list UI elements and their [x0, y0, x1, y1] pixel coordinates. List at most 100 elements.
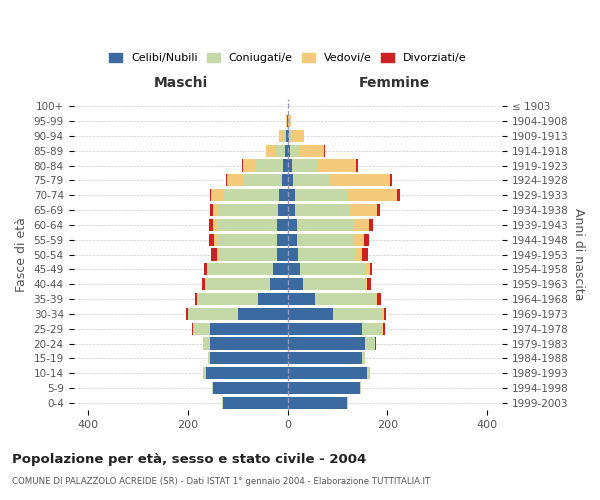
Bar — [287, 264, 300, 276]
Bar — [208, 352, 211, 364]
Bar — [302, 278, 365, 290]
Bar — [382, 322, 383, 335]
Bar — [354, 234, 364, 246]
Bar — [191, 322, 193, 335]
Bar — [370, 264, 373, 276]
Bar — [211, 338, 287, 349]
Bar — [287, 293, 315, 305]
Bar — [285, 144, 287, 156]
Bar — [315, 293, 375, 305]
Bar — [369, 219, 373, 231]
Bar — [362, 322, 382, 335]
Bar — [287, 219, 296, 231]
Bar — [300, 264, 365, 276]
Bar — [279, 189, 287, 202]
Bar — [208, 264, 273, 276]
Bar — [289, 130, 291, 142]
Bar — [242, 160, 243, 172]
Y-axis label: Fasce di età: Fasce di età — [15, 217, 28, 292]
Bar — [226, 174, 227, 186]
Bar — [295, 204, 350, 216]
Bar — [287, 397, 347, 409]
Text: COMUNE DI PALAZZOLO ACREIDE (SR) - Dati ISTAT 1° gennaio 2004 - Elaborazione TUT: COMUNE DI PALAZZOLO ACREIDE (SR) - Dati … — [12, 478, 430, 486]
Bar — [278, 204, 287, 216]
Bar — [298, 248, 355, 260]
Bar — [347, 189, 397, 202]
Bar — [243, 160, 256, 172]
Bar — [244, 174, 282, 186]
Bar — [266, 144, 276, 156]
Bar — [206, 264, 208, 276]
Y-axis label: Anni di nascita: Anni di nascita — [572, 208, 585, 301]
Bar — [350, 204, 377, 216]
Bar — [217, 234, 277, 246]
Bar — [287, 189, 295, 202]
Bar — [332, 308, 382, 320]
Bar — [287, 160, 292, 172]
Bar — [397, 189, 400, 202]
Bar — [317, 160, 356, 172]
Bar — [355, 248, 362, 260]
Bar — [197, 293, 198, 305]
Text: Femmine: Femmine — [359, 76, 430, 90]
Bar — [287, 248, 298, 260]
Bar — [238, 308, 287, 320]
Bar — [367, 367, 370, 380]
Bar — [277, 219, 287, 231]
Bar — [287, 234, 296, 246]
Bar — [217, 219, 277, 231]
Bar — [206, 367, 287, 380]
Bar — [223, 397, 287, 409]
Bar — [287, 308, 332, 320]
Bar — [330, 174, 390, 186]
Bar — [364, 234, 369, 246]
Bar — [384, 308, 386, 320]
Bar — [287, 174, 293, 186]
Text: Popolazione per età, sesso e stato civile - 2004: Popolazione per età, sesso e stato civil… — [12, 452, 366, 466]
Bar — [288, 115, 290, 127]
Bar — [324, 144, 325, 156]
Bar — [217, 248, 220, 260]
Bar — [296, 219, 354, 231]
Bar — [367, 278, 371, 290]
Bar — [287, 382, 360, 394]
Bar — [356, 160, 358, 172]
Bar — [194, 293, 197, 305]
Bar — [362, 248, 368, 260]
Bar — [377, 204, 380, 216]
Bar — [277, 248, 287, 260]
Bar — [284, 130, 286, 142]
Bar — [214, 234, 217, 246]
Bar — [291, 130, 304, 142]
Bar — [360, 382, 361, 394]
Bar — [282, 174, 287, 186]
Bar — [209, 219, 213, 231]
Bar — [204, 264, 206, 276]
Bar — [287, 278, 302, 290]
Bar — [390, 174, 392, 186]
Bar — [295, 189, 347, 202]
Bar — [293, 174, 330, 186]
Bar — [377, 293, 382, 305]
Bar — [202, 278, 205, 290]
Bar — [227, 174, 244, 186]
Bar — [211, 322, 287, 335]
Bar — [365, 338, 375, 349]
Bar — [287, 322, 362, 335]
Bar — [270, 278, 287, 290]
Bar — [206, 278, 270, 290]
Bar — [276, 144, 285, 156]
Bar — [299, 144, 324, 156]
Bar — [218, 204, 278, 216]
Bar — [198, 293, 258, 305]
Bar — [292, 160, 317, 172]
Bar — [193, 322, 211, 335]
Bar — [211, 204, 213, 216]
Bar — [375, 293, 377, 305]
Text: Maschi: Maschi — [154, 76, 208, 90]
Bar — [286, 130, 287, 142]
Bar — [213, 219, 217, 231]
Bar — [211, 352, 287, 364]
Bar — [283, 160, 287, 172]
Bar — [224, 189, 279, 202]
